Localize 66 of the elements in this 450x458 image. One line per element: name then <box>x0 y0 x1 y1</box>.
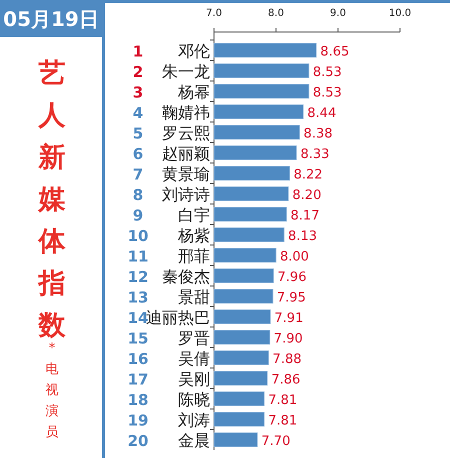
text: 10 <box>128 226 148 245</box>
y-tick-label: 刘涛 <box>178 410 210 430</box>
text: 12 <box>128 268 148 286</box>
text: 4 <box>132 104 144 122</box>
y-tick-label: 杨幂 <box>177 82 210 102</box>
text: 6 <box>132 144 144 163</box>
data-label: 7.95 <box>276 290 306 306</box>
data-label: 8.22 <box>294 167 323 182</box>
x-tick-label: 9.0 <box>330 8 346 19</box>
y-tick-label: 刘诗诗 <box>162 184 210 204</box>
text: 3 <box>132 83 144 102</box>
text: 9 <box>132 206 144 224</box>
y-tick-label: 罗云熙 <box>162 123 210 142</box>
data-label: 7.81 <box>268 392 298 408</box>
y-tick-label: 金晨 <box>178 430 210 450</box>
text: 1 <box>132 42 144 60</box>
data-label: 8.53 <box>312 64 342 80</box>
y-tick-label: 鞠婧祎 <box>162 102 210 122</box>
text: 05月19日 <box>3 7 99 31</box>
y-tick-label: 杨紫 <box>177 226 210 245</box>
data-label: 8.53 <box>312 85 342 100</box>
y-tick-label: 陈晓 <box>178 390 210 409</box>
y-tick-label: 黄景瑜 <box>162 164 210 184</box>
y-tick-label: 赵丽颖 <box>162 144 210 163</box>
text: 11 <box>128 247 148 266</box>
text: 15 <box>128 329 148 348</box>
y-tick-label: 吴刚 <box>178 369 210 388</box>
x-tick-label: 8.0 <box>268 8 284 19</box>
y-tick-label: 邓伦 <box>178 41 210 60</box>
data-label: 8.00 <box>280 249 309 264</box>
y-tick-label: 吴倩 <box>178 348 210 368</box>
text: 16 <box>128 350 148 368</box>
data-label: 7.86 <box>271 372 300 388</box>
y-tick-label: 景甜 <box>178 287 210 306</box>
x-tick-label: 7.0 <box>206 8 222 19</box>
data-label: 8.38 <box>304 126 333 142</box>
data-label: 8.13 <box>288 228 318 244</box>
data-label: 7.70 <box>261 434 290 449</box>
text: 8 <box>132 186 144 204</box>
data-label: 8.65 <box>320 44 350 60</box>
y-tick-label: 秦俊杰 <box>162 266 210 286</box>
text: 18 <box>128 390 148 409</box>
text: 13 <box>128 288 148 306</box>
text: 2 <box>132 62 144 81</box>
y-tick-label: 迪丽热巴 <box>146 308 210 327</box>
data-label: 7.96 <box>278 270 306 285</box>
text: 19 <box>128 411 148 430</box>
data-label: 7.88 <box>272 352 302 367</box>
text: 17 <box>128 370 148 388</box>
data-label: 8.33 <box>300 146 330 162</box>
y-tick-label: 朱一龙 <box>162 62 210 81</box>
data-label: 8.20 <box>292 188 322 203</box>
y-tick-label: 邢菲 <box>178 246 210 266</box>
data-label: 8.17 <box>290 208 320 224</box>
data-label: 8.44 <box>307 106 336 121</box>
text: 20 <box>128 432 148 450</box>
text: 5 <box>132 124 144 142</box>
x-tick-label: 10.0 <box>388 8 412 19</box>
text: 7 <box>132 165 144 184</box>
data-label: 7.91 <box>274 310 304 326</box>
text: *电视演员 <box>46 341 58 440</box>
y-tick-label: 罗晋 <box>178 328 210 348</box>
text: 艺人新媒体指数 <box>38 58 66 341</box>
data-label: 7.90 <box>274 331 303 346</box>
data-label: 7.81 <box>268 413 298 428</box>
y-tick-label: 白宇 <box>178 205 210 224</box>
